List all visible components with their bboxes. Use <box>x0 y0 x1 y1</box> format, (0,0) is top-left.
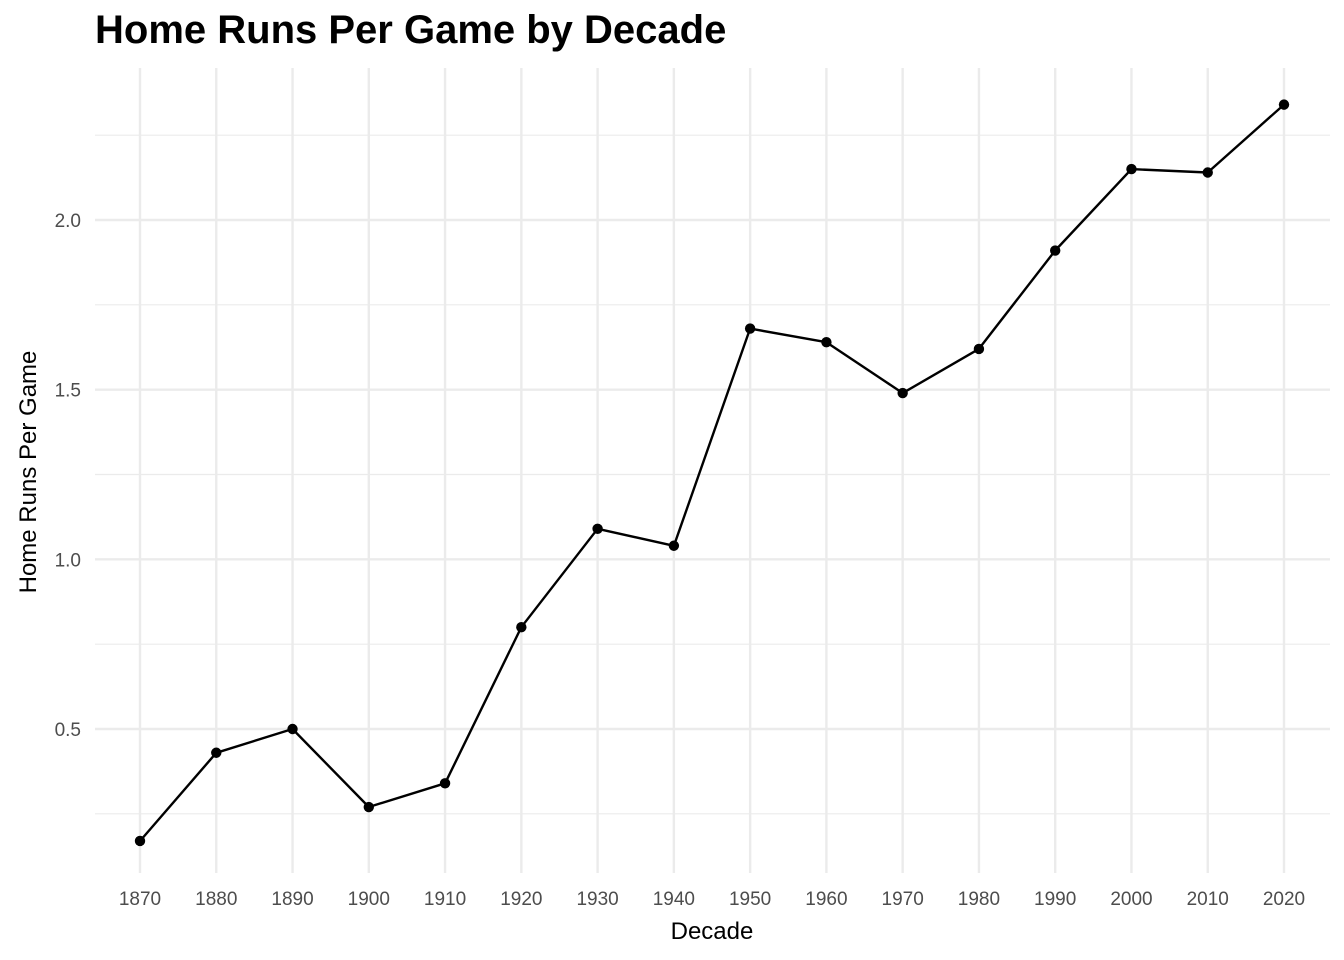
x-tick-label: 1960 <box>805 889 847 910</box>
data-points <box>134 99 1290 847</box>
data-point <box>744 323 756 334</box>
x-tick-label: 1980 <box>958 889 1000 910</box>
data-point <box>439 778 451 789</box>
y-tick-label: 2.0 <box>55 211 81 232</box>
data-point <box>668 540 680 551</box>
data-point <box>897 387 908 399</box>
y-tick-label: 1.5 <box>55 381 81 402</box>
x-tick-label: 1950 <box>729 889 771 910</box>
data-point <box>363 801 374 813</box>
data-point <box>1202 167 1213 178</box>
data-point <box>1050 245 1061 256</box>
data-point <box>516 622 527 633</box>
y-axis-title: Home Runs Per Game <box>15 351 42 594</box>
data-point <box>821 336 832 348</box>
grid <box>95 68 1330 873</box>
x-axis-ticks: 1870 1880 1890 1900 1910 1920 1930 1940 1950 1960… <box>119 889 1305 910</box>
x-tick-label: 1870 <box>119 889 161 910</box>
x-tick-label: 1880 <box>195 889 237 910</box>
x-tick-label: 1930 <box>576 889 618 910</box>
x-tick-label: 2010 <box>1187 889 1229 910</box>
y-axis-ticks: 0.5 1.0 1.5 2.0 <box>55 211 81 741</box>
x-axis-title: Decade <box>671 918 754 945</box>
data-point <box>211 747 222 758</box>
x-tick-label: 1890 <box>271 889 313 910</box>
y-tick-label: 1.0 <box>55 550 81 571</box>
x-tick-label: 1910 <box>424 889 466 910</box>
data-point <box>973 343 985 355</box>
data-point <box>1126 163 1137 175</box>
data-point <box>134 835 146 847</box>
x-tick-label: 1920 <box>500 889 542 910</box>
x-tick-label: 1940 <box>653 889 695 910</box>
x-tick-label: 1970 <box>882 889 924 910</box>
x-tick-label: 2020 <box>1263 889 1305 910</box>
x-tick-label: 1900 <box>348 889 390 910</box>
series-line-path <box>139 103 1285 842</box>
y-tick-label: 0.5 <box>55 720 81 741</box>
x-tick-label: 1990 <box>1034 889 1076 910</box>
data-point <box>592 523 603 534</box>
data-point <box>287 723 298 735</box>
data-point <box>1278 99 1290 110</box>
chart-title: Home Runs Per Game by Decade <box>95 8 727 52</box>
series-line <box>139 103 1285 842</box>
x-tick-label: 2000 <box>1110 889 1152 910</box>
